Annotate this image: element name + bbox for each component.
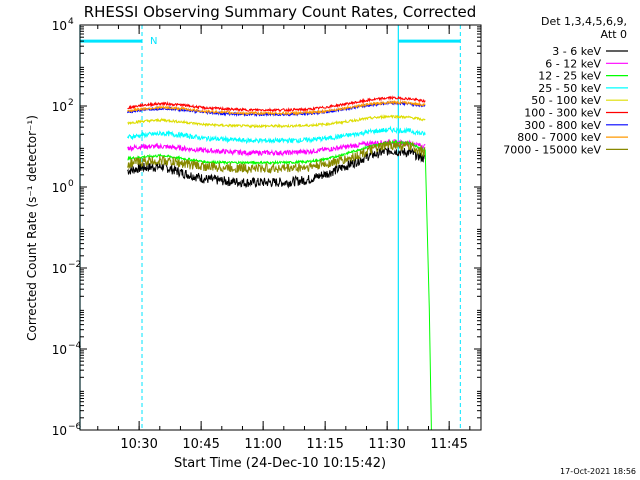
y-axis-label: Corrected Count Rate (s⁻¹ detector⁻¹)	[25, 115, 39, 341]
night-marker: N	[150, 36, 157, 47]
legend-label-7: 800 - 7000 keV	[517, 131, 601, 144]
y-tick-exponent-4: −4	[68, 341, 82, 351]
y-tick-label-0: 10	[52, 19, 67, 33]
legend-label-5: 100 - 300 keV	[524, 107, 601, 120]
x-tick-label-0: 10:30	[120, 437, 157, 452]
plot-area	[79, 25, 461, 431]
series-line-2	[127, 139, 434, 431]
y-tick-label-2: 10	[52, 181, 67, 195]
y-tick-label-5: 10	[52, 424, 67, 438]
y-tick-exponent-0: 4	[68, 17, 74, 27]
legend-label-2: 12 - 25 keV	[538, 70, 601, 83]
chart-title: RHESSI Observing Summary Count Rates, Co…	[84, 3, 477, 21]
series-line-4	[127, 114, 426, 129]
series-line-8	[127, 140, 426, 175]
legend-title-line-2: Att 0	[601, 28, 627, 41]
series-line-3	[127, 125, 426, 145]
y-tick-label-3: 10	[52, 262, 67, 276]
series-line-1	[127, 138, 426, 158]
series-line-0	[127, 145, 426, 189]
legend-label-3: 25 - 50 keV	[538, 82, 601, 95]
x-axis-ticks: 10:30 10:45 11:00 11:15 11:30 11:45	[97, 25, 471, 452]
x-tick-label-5: 11:45	[430, 437, 467, 452]
y-tick-label-4: 10	[52, 343, 67, 357]
plot-frame	[79, 24, 482, 431]
y-tick-exponent-5: −6	[68, 422, 82, 432]
y-tick-exponent-1: 2	[68, 98, 74, 108]
legend-label-8: 7000 - 15000 keV	[503, 143, 601, 156]
y-tick-exponent-2: 0	[68, 179, 74, 189]
legend-label-6: 300 - 800 keV	[524, 119, 601, 132]
legend-label-4: 50 - 100 keV	[531, 94, 601, 107]
plot-timestamp: 17-Oct-2021 18:56	[560, 467, 636, 476]
y-tick-exponent-3: −2	[68, 260, 81, 270]
legend-label-1: 6 - 12 keV	[545, 57, 601, 70]
y-tick-label-1: 10	[52, 100, 67, 114]
x-tick-label-3: 11:15	[306, 437, 343, 452]
legend-title-line-1: Det 1,3,4,5,6,9,	[541, 15, 627, 28]
x-tick-label-2: 11:00	[244, 437, 281, 452]
series-line-5	[127, 95, 426, 113]
x-tick-label-1: 10:45	[182, 437, 219, 452]
x-tick-label-4: 11:30	[368, 437, 405, 452]
x-axis-label: Start Time (24-Dec-10 10:15:42)	[174, 456, 386, 471]
legend-label-0: 3 - 6 keV	[552, 45, 601, 58]
series-line-7	[127, 99, 426, 117]
